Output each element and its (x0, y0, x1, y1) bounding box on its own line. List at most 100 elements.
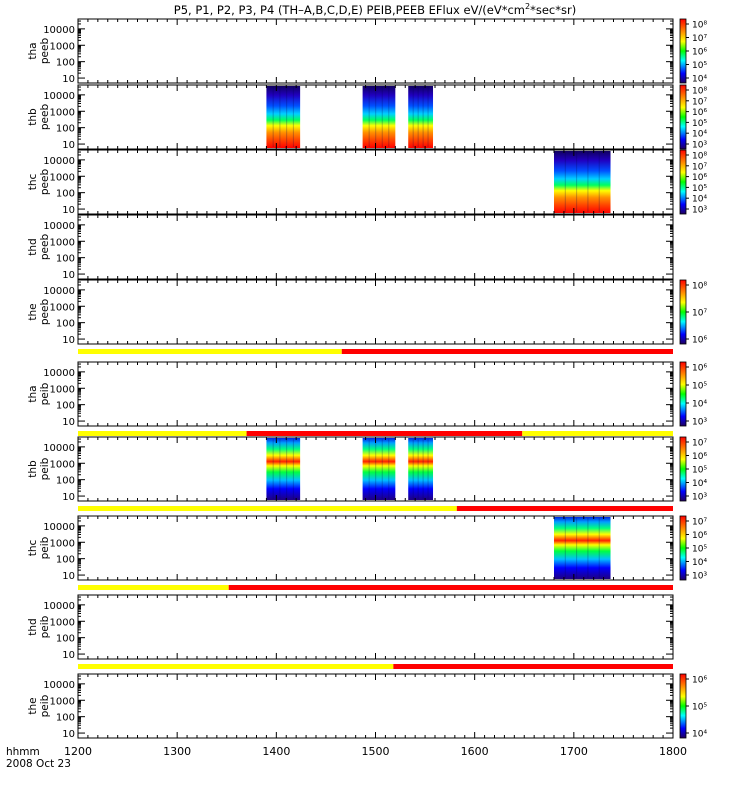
colorbar-tick-label: 10⁵ (692, 382, 707, 392)
y-tick-label: 1000 (50, 538, 75, 549)
y-tick-label: 10000 (43, 522, 75, 533)
y-tick-label: 10 (62, 335, 75, 346)
y-tick-label: 10000 (43, 443, 75, 454)
mode-bar-segment (78, 585, 229, 590)
colorbar (679, 84, 687, 150)
colorbar-tick-label: 10³ (692, 418, 707, 428)
colorbar-tick-label: 10³ (692, 206, 707, 216)
y-tick-label: 100 (56, 319, 75, 330)
x-axis-date-label: 2008 Oct 23 (6, 758, 71, 770)
colorbar-tick-label: 10⁵ (692, 184, 707, 194)
spectrogram-block (408, 438, 434, 500)
y-tick-label: 10000 (43, 91, 75, 102)
spectrogram-block (408, 86, 434, 148)
y-tick-label: 1000 (50, 384, 75, 395)
figure-title-superscript: 2 (525, 2, 530, 11)
y-tick-label: 10000 (43, 286, 75, 297)
y-axis-label-probe: tha (27, 42, 39, 59)
colorbar (679, 673, 687, 739)
x-axis-corner-label: hhmm (6, 746, 40, 758)
colorbar-tick-label: 10⁸ (692, 282, 707, 292)
y-axis-label-probe: thb (27, 460, 39, 478)
x-tick-label: 1700 (560, 745, 588, 758)
x-tick-label: 1300 (163, 745, 191, 758)
colorbar-tick-label: 10⁵ (692, 466, 707, 476)
y-axis-label-probe: the (27, 697, 39, 714)
colorbar (679, 149, 687, 215)
y-tick-label: 1000 (50, 172, 75, 183)
y-axis-label-product: peeb (39, 38, 51, 65)
spectrogram-block (266, 86, 301, 148)
panel-frame (77, 594, 674, 660)
colorbar-tick-label: 10⁴ (692, 195, 707, 205)
panel-the-peeb: 10000 1000 100 10 the peeb 10⁸ 10⁷ 10⁶ (27, 279, 707, 354)
x-tick-label: 1200 (64, 745, 92, 758)
mode-bar-segment (456, 506, 673, 511)
y-tick-label: 10 (62, 492, 75, 503)
y-axis-label-product: peib (39, 615, 51, 638)
colorbar-tick-label: 10⁶ (692, 108, 707, 118)
colorbar-tick-label: 10³ (692, 493, 707, 503)
mode-bar-segment (341, 349, 673, 354)
panel-tha-peeb: 10000 1000 100 10 tha peeb 10⁸ 10⁷ 10⁶ 10⁵ 10⁴ (27, 18, 707, 85)
panel-thb-peib: 10000 1000 100 10 thb peib 10⁷ 10⁶ 10⁵ 10⁴ 10³ (27, 436, 707, 511)
colorbar-tick-label: 10⁸ (692, 152, 707, 162)
colorbar-tick-label: 10⁶ (692, 173, 707, 183)
y-axis-label-product: peib (39, 382, 51, 405)
colorbar (679, 279, 687, 345)
y-axis-label-product: peib (39, 694, 51, 717)
panel-the-peib: 10000 1000 100 10 the peib 10⁶ 10⁵ 10⁴ (27, 673, 707, 740)
mode-bar-segment (393, 664, 673, 669)
y-tick-label: 10000 (43, 25, 75, 36)
y-tick-label: 10 (62, 417, 75, 428)
mode-bar-segment (78, 506, 457, 511)
y-tick-label: 1000 (50, 696, 75, 707)
y-axis-label-probe: the (27, 303, 39, 320)
y-tick-label: 100 (56, 555, 75, 566)
y-tick-label: 10 (62, 205, 75, 216)
y-axis-label-product: peeb (39, 169, 51, 196)
colorbar-tick-label: 10⁶ (692, 531, 707, 541)
panel-frame (77, 214, 674, 280)
colorbar-tick-label: 10⁴ (692, 400, 707, 410)
mode-bar-segment (78, 664, 394, 669)
colorbar-tick-label: 10⁶ (692, 364, 707, 374)
colorbar-tick-label: 10⁸ (692, 21, 707, 31)
colorbar-tick-label: 10⁴ (692, 730, 707, 740)
colorbar-tick-label: 10⁴ (692, 479, 707, 489)
colorbar-tick-label: 10⁵ (692, 545, 707, 555)
mode-bar-segment (78, 349, 342, 354)
y-tick-label: 10000 (43, 221, 75, 232)
y-tick-label: 1000 (50, 107, 75, 118)
y-axis-label-probe: thc (27, 174, 39, 191)
spectrogram-block (362, 86, 396, 148)
mode-bar-segment (228, 585, 673, 590)
colorbar-tick-label: 10⁷ (692, 518, 707, 528)
colorbar-tick-label: 10⁵ (692, 703, 707, 713)
y-tick-label: 100 (56, 476, 75, 487)
y-tick-label: 10000 (43, 156, 75, 167)
x-tick-label: 1800 (659, 745, 687, 758)
y-tick-label: 10 (62, 140, 75, 151)
y-axis-label-product: peeb (39, 234, 51, 261)
colorbar-tick-label: 10⁷ (692, 439, 707, 449)
spectrogram-block (554, 517, 611, 579)
y-axis-label-product: peib (39, 457, 51, 480)
x-tick-label: 1500 (362, 745, 390, 758)
y-tick-label: 10 (62, 650, 75, 661)
y-axis-label-probe: thb (27, 108, 39, 126)
figure-title: P5, P1, P2, P3, P4 (TH–A,B,C,D,E) PEIB,P… (174, 2, 576, 17)
y-tick-label: 10 (62, 74, 75, 85)
y-tick-label: 10 (62, 270, 75, 281)
colorbar-tick-label: 10⁶ (692, 676, 707, 686)
spectrogram-block (554, 151, 611, 213)
colorbar (679, 361, 687, 427)
y-tick-label: 100 (56, 254, 75, 265)
y-tick-label: 100 (56, 58, 75, 69)
colorbar-tick-label: 10⁷ (692, 34, 707, 44)
colorbar (679, 436, 687, 502)
panel-frame (77, 673, 674, 739)
